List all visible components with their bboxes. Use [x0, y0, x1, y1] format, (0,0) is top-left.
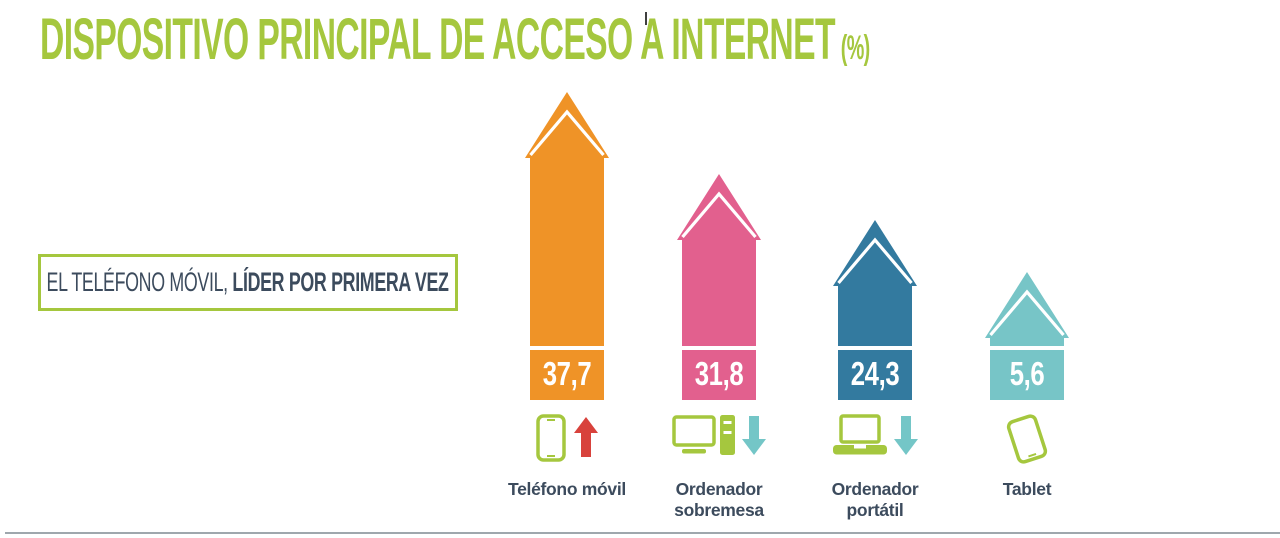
bar-shape-ordenador-sobremesa: 31,8 [677, 174, 761, 400]
desktop-computer-icon [672, 415, 735, 455]
bar-arrow-head [833, 220, 917, 286]
bar-chevron-highlight [529, 109, 605, 157]
category-label-ordenador-portatil: Ordenador portátil [831, 479, 919, 521]
callout-box: EL TELÉFONO MÓVIL, LÍDER POR PRIMERA VEZ [38, 254, 458, 311]
smartphone-icon [536, 414, 566, 462]
callout-text-bold: LÍDER POR PRIMERA VEZ [232, 267, 450, 297]
device-icon-cluster-ordenador-portatil [832, 414, 918, 463]
callout-text-regular: EL TELÉFONO MÓVIL, [46, 267, 229, 297]
tablet-icon [1006, 414, 1048, 464]
bar-shape-ordenador-portatil: 24,3 [833, 220, 917, 400]
bar-group-ordenador-sobremesa: 31,8 [677, 174, 761, 405]
device-icon-cluster-tablet [1002, 414, 1052, 469]
page-title: DISPOSITIVO PRINCIPAL DE ACCESO A INTERN… [40, 10, 870, 78]
bar-value-box [530, 350, 604, 400]
callout-text: EL TELÉFONO MÓVIL, LÍDER POR PRIMERA VEZ [47, 267, 449, 298]
bar-group-tablet: 5,6 [985, 272, 1069, 405]
category-label-tablet: Tablet [1002, 479, 1052, 499]
device-icon-cluster-ordenador-sobremesa [672, 414, 766, 463]
bar-chevron-highlight [681, 191, 757, 239]
trend-down-arrow-icon [742, 416, 766, 455]
trend-up-arrow-icon [574, 417, 598, 457]
page-title-text: DISPOSITIVO PRINCIPAL DE ACCESO A INTERN… [40, 7, 836, 72]
bar-value-box [990, 350, 1064, 400]
bar-chevron-highlight [837, 237, 913, 285]
bar-chevron-highlight [989, 289, 1065, 337]
bar-shaft [838, 280, 912, 346]
bar-arrow-head [677, 174, 761, 240]
page-title-suffix: (%) [840, 29, 871, 67]
bar-value-box [838, 350, 912, 400]
bar-group-ordenador-portatil: 24,3 [833, 220, 917, 405]
bar-value-label: 24,3 [851, 356, 900, 393]
bar-shape-telefono-movil: 37,7 [525, 92, 609, 400]
device-icon-cluster-telefono-movil [536, 414, 598, 467]
bar-value-box [682, 350, 756, 400]
bar-value-label: 37,7 [543, 356, 592, 393]
bar-shape-tablet: 5,6 [985, 272, 1069, 400]
stray-cursor-mark [645, 12, 647, 25]
bar-value-label: 5,6 [1010, 356, 1045, 393]
bar-shaft [990, 332, 1064, 346]
bar-group-telefono-movil: 37,7 [525, 92, 609, 405]
bar-value-label: 31,8 [695, 356, 744, 393]
category-label-ordenador-sobremesa: Ordenador sobremesa [674, 479, 764, 521]
trend-down-arrow-icon [894, 416, 918, 455]
bar-shaft [682, 234, 756, 346]
bottom-divider [5, 532, 1280, 534]
bar-arrow-head [525, 92, 609, 158]
laptop-icon [833, 414, 887, 455]
bar-arrow-head [985, 272, 1069, 338]
bar-shaft [530, 152, 604, 346]
category-label-telefono-movil: Teléfono móvil [508, 479, 626, 499]
